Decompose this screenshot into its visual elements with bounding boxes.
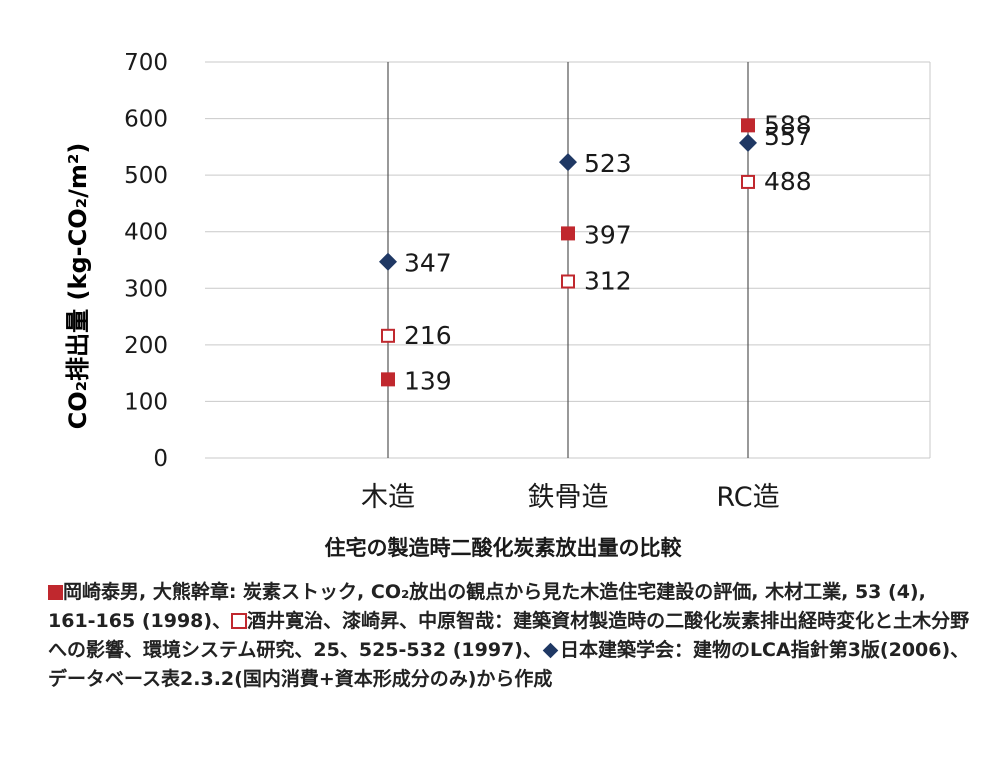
diamond-point <box>379 252 397 271</box>
y-tick-label: 500 <box>124 163 168 189</box>
references: 岡崎泰男, 大熊幹章: 炭素ストック, CO₂放出の観点から見た木造住宅建設の評… <box>48 578 978 694</box>
chart-caption: 住宅の製造時二酸化炭素放出量の比較 <box>0 532 1006 570</box>
reference-sakai: 酒井寛治、漆崎昇、中原智哉：建築資材製造時の二酸化炭素排出経時変化と土木分野への… <box>48 610 970 661</box>
chart: 0 100 200 300 400 500 600 700 木造 鉄骨造 RC造 CO₂排出量 (… <box>64 50 931 513</box>
y-tick-label: 300 <box>124 276 168 302</box>
x-tick-label: RC造 <box>716 482 779 513</box>
caption-title: 住宅の製造時二酸化炭素放出量の比較 <box>324 536 682 560</box>
open-square-point <box>381 328 395 343</box>
y-tick-label: 0 <box>153 446 168 472</box>
data-label: 557 <box>764 122 812 151</box>
open-square-legend-icon <box>231 613 248 629</box>
diamond-legend-icon <box>542 642 559 659</box>
y-tick-label: 700 <box>124 50 168 76</box>
reference-aij: 日本建築学会：建物のLCA指針第3版(2006)、データベース表2.3.2(国内… <box>48 639 970 690</box>
data-marks: 139 397 588 216 312 488 347 523 557 <box>379 110 812 395</box>
data-label: 397 <box>584 220 632 249</box>
x-tick-label: 鉄骨造 <box>528 482 609 513</box>
open-square-point <box>561 274 575 289</box>
open-square-point <box>741 174 755 189</box>
y-tick-labels: 0 100 200 300 400 500 600 700 <box>124 50 168 472</box>
data-label: 588 <box>764 110 812 139</box>
square-point <box>561 226 575 241</box>
x-tick-label: 木造 <box>361 482 415 513</box>
data-label: 139 <box>404 366 452 395</box>
x-tick-labels: 木造 鉄骨造 RC造 <box>361 482 780 513</box>
diamond-point <box>739 133 757 152</box>
data-label: 488 <box>764 167 812 196</box>
red-square-legend-icon <box>48 585 63 600</box>
square-point <box>741 118 755 133</box>
y-tick-label: 200 <box>124 333 168 359</box>
data-label: 216 <box>404 321 452 350</box>
reference-okazaki: 岡崎泰男, 大熊幹章: 炭素ストック, CO₂放出の観点から見た木造住宅建設の評… <box>48 581 926 632</box>
data-label: 312 <box>584 266 632 295</box>
square-point <box>381 372 395 387</box>
data-label: 523 <box>584 149 632 178</box>
y-tick-label: 100 <box>124 389 168 415</box>
y-axis-label: CO₂排出量 (kg-CO₂/m²) <box>64 143 92 430</box>
diamond-point <box>559 153 577 172</box>
gridlines <box>205 61 931 459</box>
y-tick-label: 600 <box>124 107 168 133</box>
y-tick-label: 400 <box>124 220 168 246</box>
data-label: 347 <box>404 249 452 278</box>
